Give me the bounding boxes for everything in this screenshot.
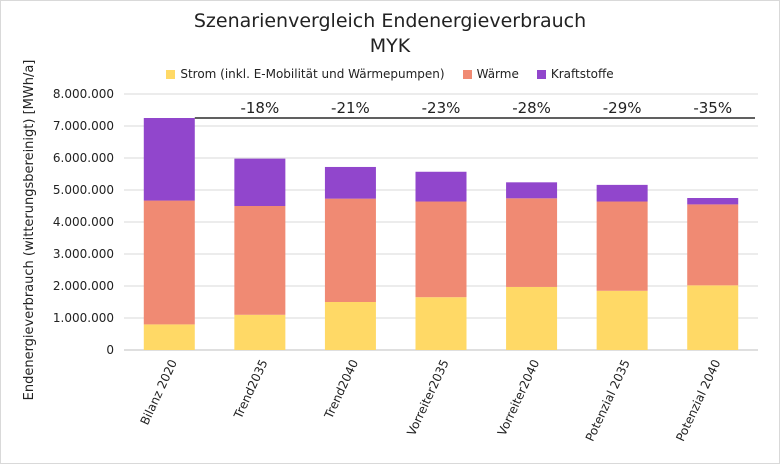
- bar-segment-waerme: [506, 198, 558, 287]
- legend-swatch-strom: [166, 69, 176, 79]
- chart-legend: Strom (inkl. E-Mobilität und Wärmepumpen…: [0, 67, 780, 81]
- bar-segment-strom: [415, 297, 467, 350]
- y-tick-label: 3.000.000: [53, 247, 114, 261]
- x-tick-label: Vorreiter2035: [404, 357, 451, 438]
- y-tick-label: 6.000.000: [53, 151, 114, 165]
- y-tick-label: 5.000.000: [53, 183, 114, 197]
- x-tick-label: Bilanz 2020: [138, 357, 180, 427]
- y-tick-label: 1.000.000: [53, 311, 114, 325]
- legend-item-kraftstoffe: Kraftstoffe: [536, 67, 614, 81]
- x-tick-label: Potenzial 2040: [673, 357, 723, 443]
- chart-title: Szenarienvergleich Endenergieverbrauch: [193, 10, 587, 32]
- bar-segment-waerme: [143, 200, 195, 325]
- legend-label-kraftstoffe: Kraftstoffe: [550, 67, 614, 81]
- bar-segment-waerme: [324, 198, 376, 302]
- reduction-label: -23%: [422, 99, 461, 117]
- x-tick-label: Potenzial 2035: [583, 357, 633, 443]
- bar-segment-strom: [596, 290, 648, 350]
- y-tick-label: 7.000.000: [53, 119, 114, 133]
- bar-segment-kraftstoffe: [415, 171, 467, 202]
- bar-segment-waerme: [234, 206, 286, 315]
- bar-segment-kraftstoffe: [687, 198, 739, 205]
- bar-segment-kraftstoffe: [506, 182, 558, 199]
- x-tick-label: Trend2035: [231, 357, 271, 421]
- y-tick-label: 8.000.000: [53, 87, 114, 101]
- reduction-label: -35%: [693, 99, 732, 117]
- bar-segment-strom: [506, 286, 558, 350]
- bar-segment-kraftstoffe: [324, 166, 376, 199]
- bar-segment-kraftstoffe: [596, 184, 648, 202]
- reduction-label: -29%: [603, 99, 642, 117]
- reduction-label: -18%: [240, 99, 279, 117]
- bar-segment-kraftstoffe: [234, 158, 286, 206]
- bar-segment-waerme: [596, 201, 648, 291]
- y-tick-label: 2.000.000: [53, 279, 114, 293]
- x-tick-label: Trend2040: [321, 357, 361, 421]
- reduction-label: -28%: [512, 99, 551, 117]
- chart-subtitle: MYK: [369, 35, 411, 57]
- x-tick-label: Vorreiter2040: [495, 357, 542, 438]
- bar-segment-waerme: [687, 204, 739, 286]
- y-tick-label: 0: [106, 343, 114, 357]
- bar-segment-strom: [234, 314, 286, 350]
- bar-segment-strom: [143, 324, 195, 350]
- bar-segment-strom: [324, 302, 376, 350]
- y-axis-title: Endenergieverbrauch (witterungsbereinigt…: [22, 60, 37, 401]
- legend-label-strom: Strom (inkl. E-Mobilität und Wärmepumpen…: [180, 67, 445, 81]
- legend-item-strom: Strom (inkl. E-Mobilität und Wärmepumpen…: [166, 67, 445, 81]
- legend-label-waerme: Wärme: [476, 67, 519, 81]
- legend-item-waerme: Wärme: [462, 67, 519, 81]
- y-tick-label: 4.000.000: [53, 215, 114, 229]
- legend-swatch-waerme: [462, 69, 472, 79]
- bar-segment-strom: [687, 285, 739, 350]
- legend-swatch-kraftstoffe: [536, 69, 546, 79]
- bar-segment-kraftstoffe: [143, 118, 195, 201]
- bar-segment-waerme: [415, 201, 467, 298]
- reduction-label: -21%: [331, 99, 370, 117]
